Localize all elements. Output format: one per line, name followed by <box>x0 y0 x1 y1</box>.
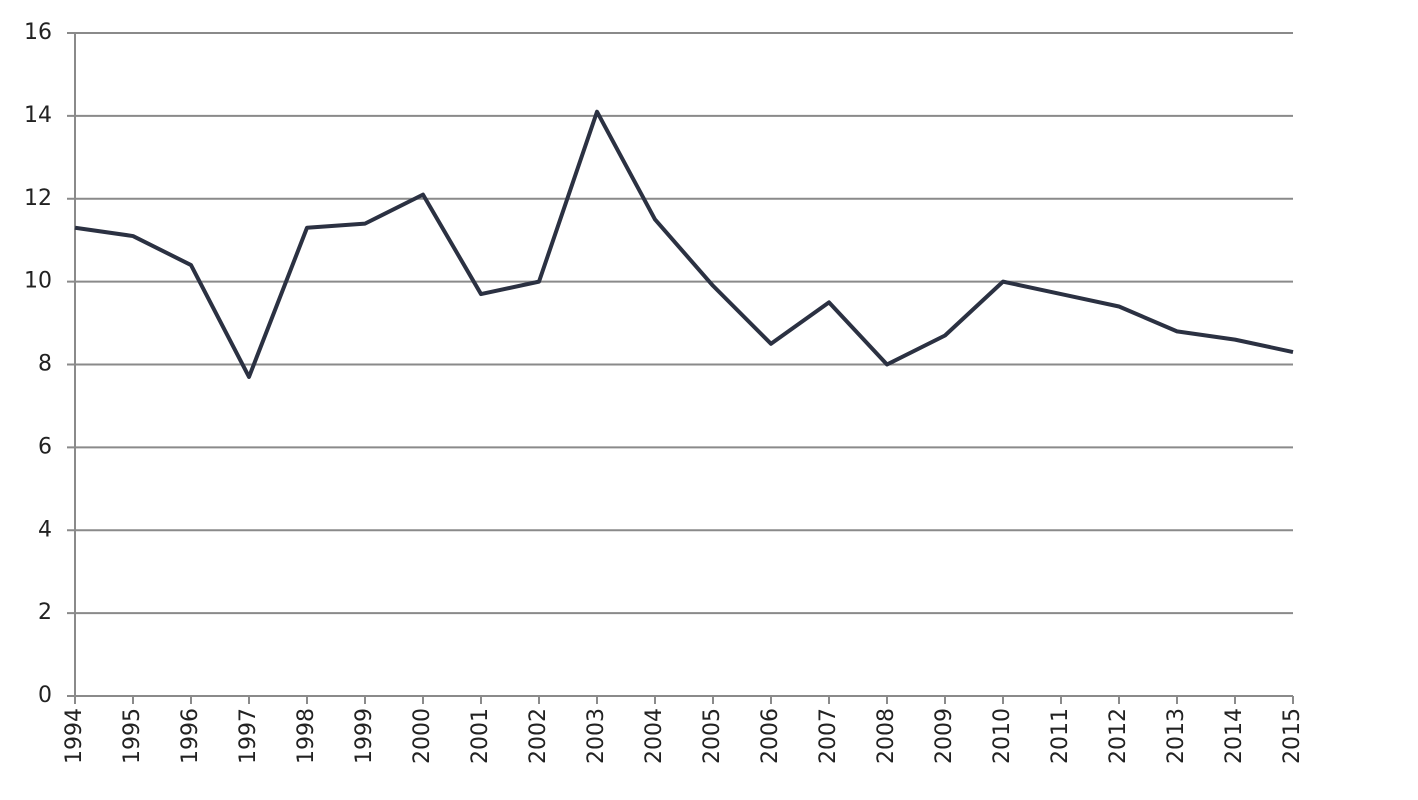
y-tick-label: 6 <box>38 434 52 459</box>
x-tick-label: 2006 <box>758 708 783 764</box>
x-tick-label: 1998 <box>294 708 319 764</box>
data-line <box>74 109 1294 379</box>
x-tick-label: 2011 <box>1048 708 1073 764</box>
x-tick-label: 2002 <box>526 708 551 764</box>
x-tick-label: 1999 <box>352 708 377 764</box>
x-tick-label: 2004 <box>642 708 667 764</box>
x-tick-label: 2001 <box>468 708 493 764</box>
y-tick-label: 16 <box>24 20 52 45</box>
x-tick-label: 2010 <box>990 708 1015 764</box>
y-tick-label: 4 <box>38 517 52 542</box>
x-tick-label: 1996 <box>178 708 203 764</box>
x-tick-label: 1995 <box>120 708 145 764</box>
x-tick-label: 2007 <box>816 708 841 764</box>
y-tick-label: 8 <box>38 352 52 377</box>
x-tick-label: 2012 <box>1106 708 1131 764</box>
x-tick-label: 2003 <box>584 708 609 764</box>
y-tick-label: 14 <box>24 103 52 128</box>
x-tick-label: 2013 <box>1164 708 1189 764</box>
x-tick-label: 2008 <box>874 708 899 764</box>
x-tick-label: 2015 <box>1280 708 1305 764</box>
x-tick-label: 2009 <box>932 708 957 764</box>
x-tick-label: 2014 <box>1222 708 1247 764</box>
x-tick-label: 2005 <box>700 708 725 764</box>
y-tick-label: 0 <box>38 683 52 708</box>
x-tick-label: 2000 <box>410 708 435 764</box>
y-tick-label: 10 <box>24 269 52 294</box>
x-tick-label: 1997 <box>236 708 261 764</box>
y-tick-label: 2 <box>38 600 52 625</box>
y-tick-label: 12 <box>24 186 52 211</box>
x-tick-label: 1994 <box>62 708 87 764</box>
